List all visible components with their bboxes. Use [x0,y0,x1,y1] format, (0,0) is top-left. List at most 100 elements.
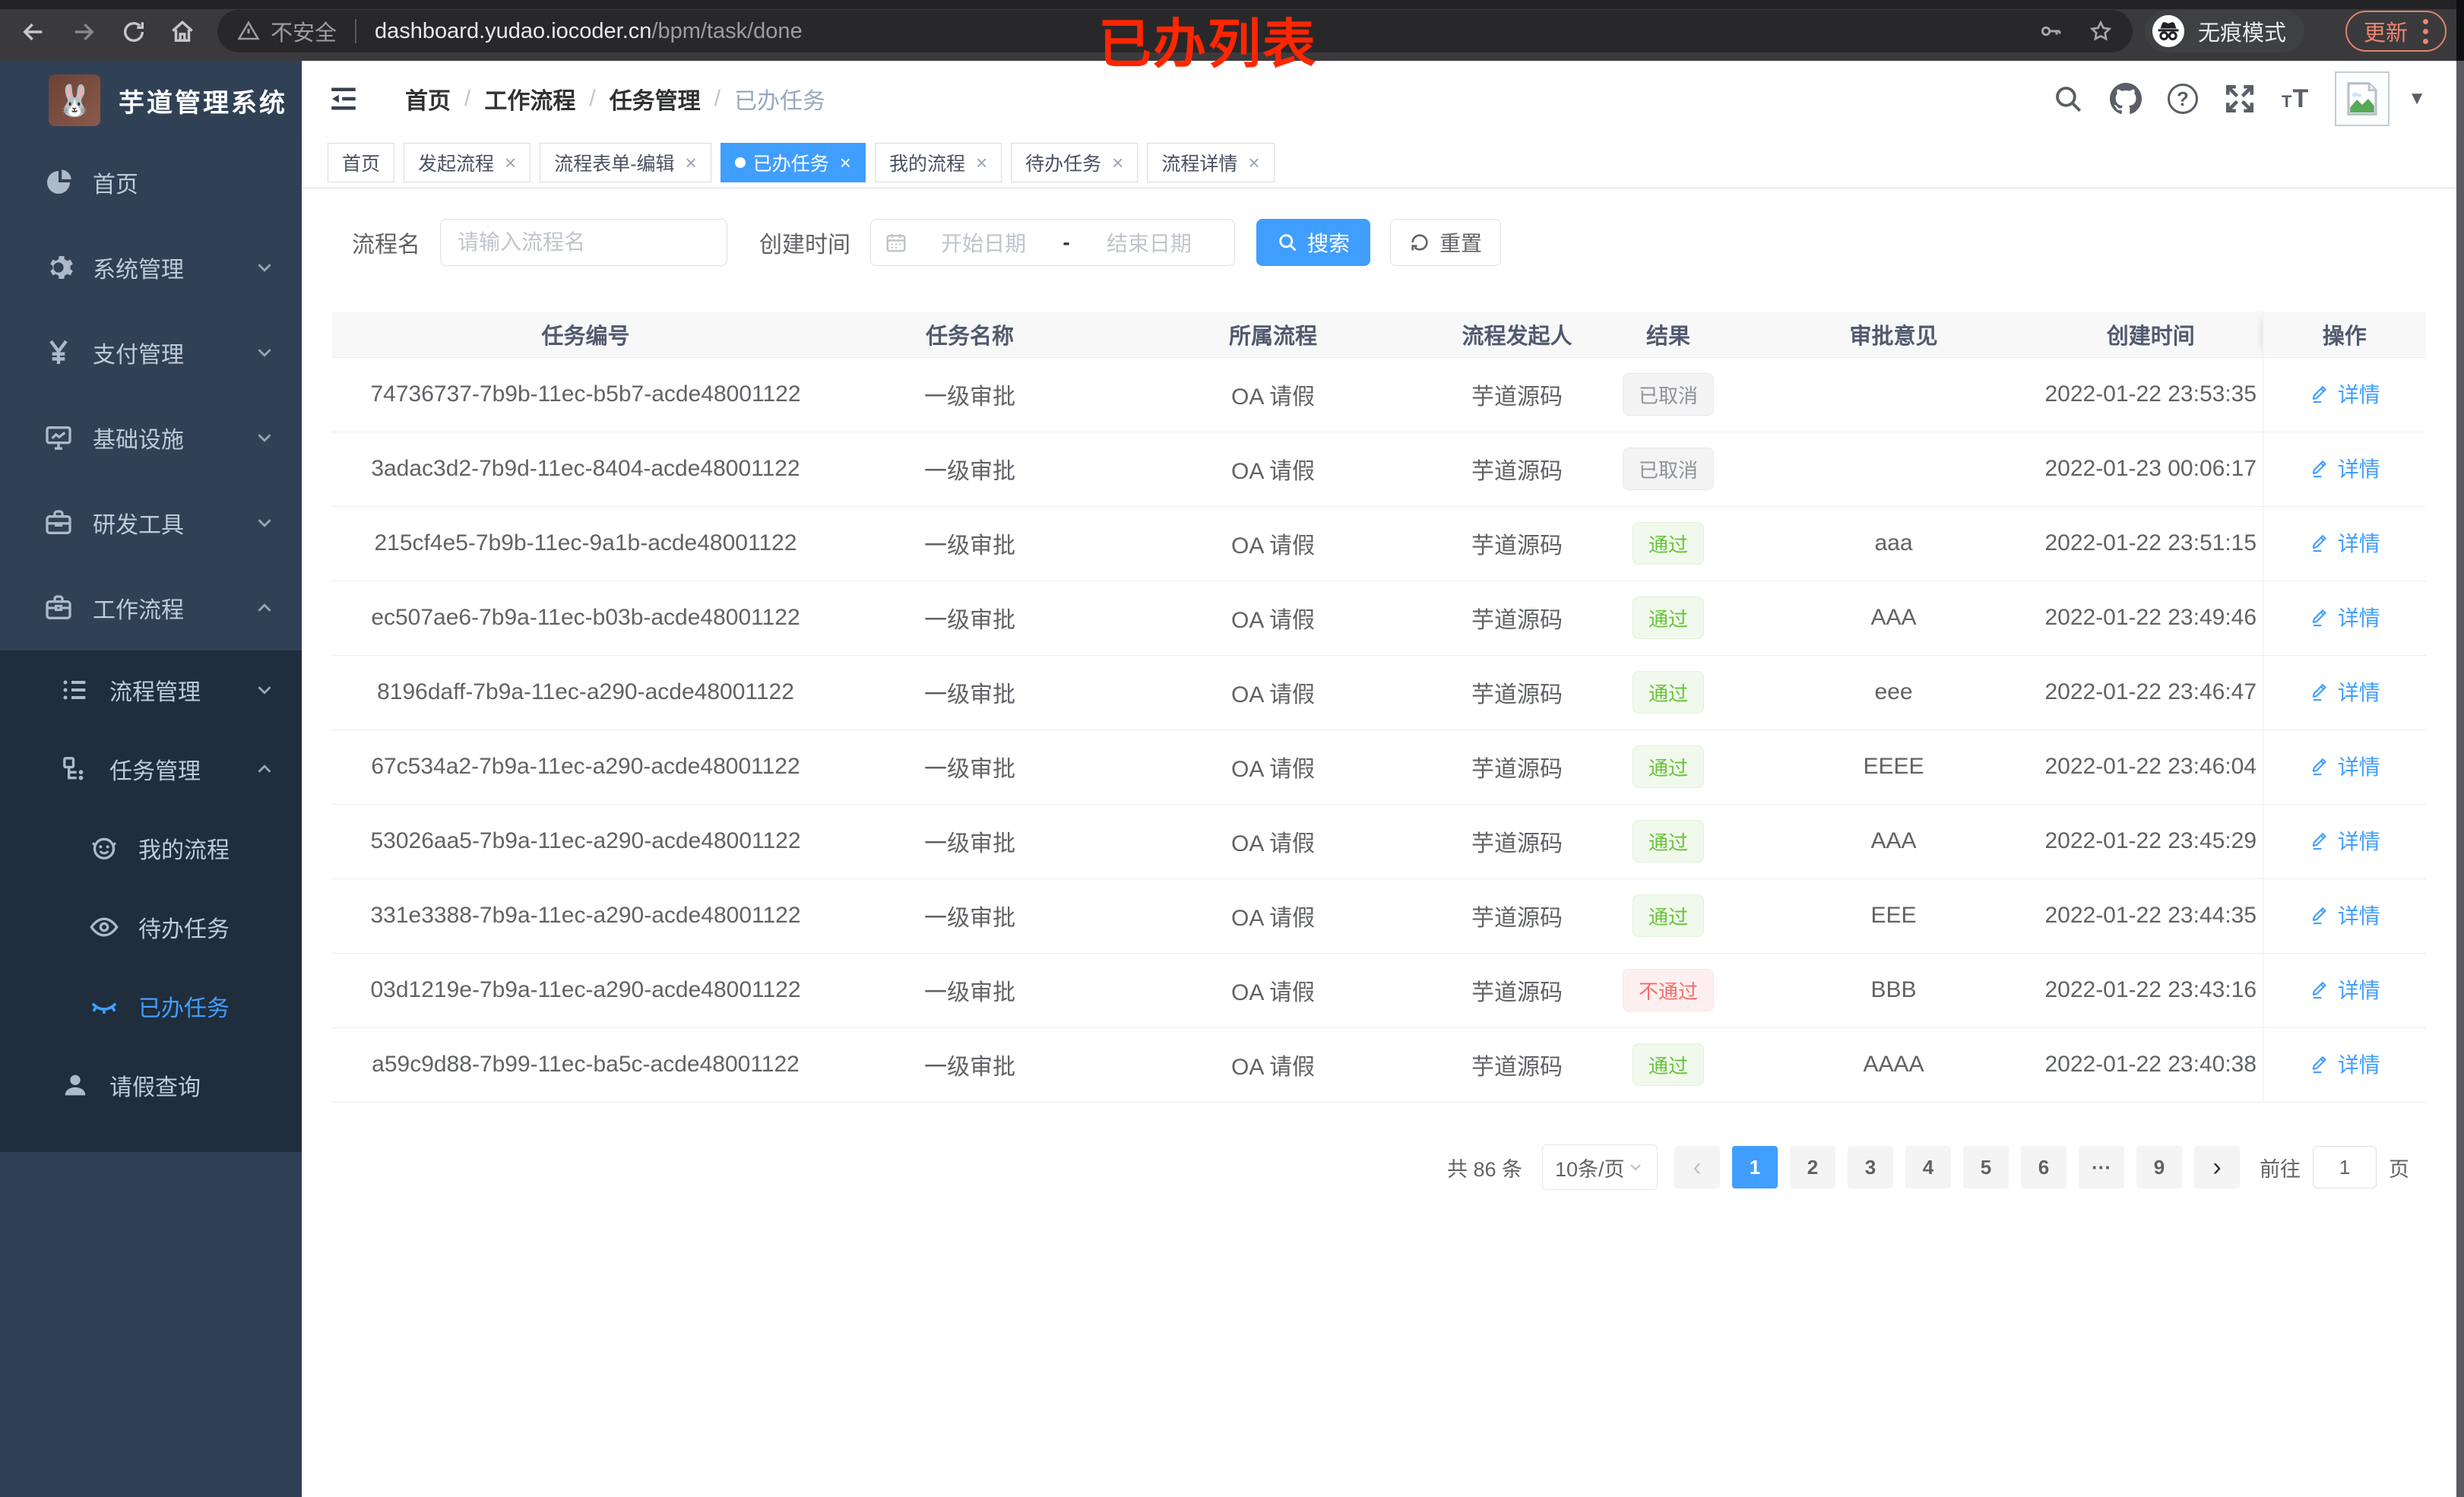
font-size-icon[interactable]: TT [2282,84,2310,113]
detail-link-label: 详情 [2337,830,2380,853]
page-button[interactable]: 1 [1732,1146,1778,1188]
chevron-down-icon[interactable]: ▼ [2408,88,2426,109]
page-button[interactable]: 4 [1905,1146,1951,1188]
security-label[interactable]: 不安全 [271,21,337,46]
breadcrumb-link[interactable]: 工作流程 [484,89,576,114]
help-icon[interactable]: ? [2168,84,2198,114]
tab-item[interactable]: 发起流程 × [404,142,531,182]
browser-back-icon[interactable] [18,17,49,47]
browser-reload-icon[interactable] [119,17,149,47]
tab-item[interactable]: 流程详情 × [1147,142,1275,182]
sidebar-item[interactable]: 系统管理 [0,225,302,310]
page-button[interactable]: 3 [1848,1146,1893,1188]
result-cell: 通过 [1588,804,1748,879]
tab-close-icon[interactable]: × [505,150,517,174]
search-icon[interactable] [2052,83,2084,115]
date-range-input[interactable]: 开始日期 - 结束日期 [870,219,1235,266]
bookmark-star-icon[interactable] [2089,19,2113,43]
pencil-icon [2309,904,2330,926]
table-row: 331e3388-7b9a-11ec-a290-acde48001122 一级审批… [332,878,2426,954]
task-id-cell: 67c534a2-7b9a-11ec-a290-acde48001122 [332,730,839,805]
end-date-placeholder[interactable]: 结束日期 [1106,232,1192,255]
tab-close-icon[interactable]: × [839,150,851,174]
page-button[interactable]: 6 [2021,1146,2067,1188]
tab-item[interactable]: 首页 [328,142,395,182]
search-button[interactable]: 搜索 [1256,219,1371,266]
toolbox-icon [41,593,76,623]
sidebar-item[interactable]: 我的流程 [0,809,302,888]
tab-close-icon[interactable]: × [1112,150,1124,174]
update-label[interactable]: 更新 [2364,21,2409,46]
sidebar-item[interactable]: 待办任务 [0,888,302,967]
detail-link[interactable]: 详情 [2309,900,2380,930]
avatar[interactable] [2335,71,2390,126]
browser-home-icon[interactable] [167,17,198,47]
detail-link[interactable]: 详情 [2309,1049,2380,1079]
detail-link-label: 详情 [2337,1053,2380,1077]
password-key-icon[interactable] [2038,19,2063,43]
process-name-input[interactable] [440,219,727,266]
tab-close-icon[interactable]: × [685,150,697,174]
detail-link[interactable]: 详情 [2309,527,2380,558]
sidebar-item[interactable]: 工作流程 [0,565,302,650]
tab-item[interactable]: 我的流程 × [874,142,1002,182]
sidebar-item[interactable]: 基础设施 [0,395,302,480]
reset-button[interactable]: 重置 [1390,219,1502,266]
detail-link[interactable]: 详情 [2309,676,2380,707]
detail-link[interactable]: 详情 [2309,453,2380,483]
detail-link[interactable]: 详情 [2309,378,2380,409]
column-header: 结果 [1588,312,1748,358]
sidebar-item[interactable]: 支付管理 [0,310,302,395]
detail-link[interactable]: 详情 [2309,751,2380,781]
task-id-cell: 8196daff-7b9a-11ec-a290-acde48001122 [332,655,839,730]
sidebar-item[interactable]: 请假查询 [0,1046,302,1125]
page-button[interactable]: 5 [1963,1146,2009,1188]
page-button[interactable]: 9 [2136,1146,2182,1188]
sidebar-item[interactable]: 首页 [0,140,302,225]
sidebar-item-label: 请假查询 [109,1075,201,1100]
action-cell: 详情 [2262,581,2426,656]
tab-active[interactable]: 已办任务 × [720,142,866,182]
browser-update-button[interactable]: 更新 [2345,11,2447,52]
table-row: ec507ae6-7b9a-11ec-b03b-acde48001122 一级审批… [332,581,2426,656]
sidebar-item[interactable]: 已办任务 [0,967,302,1046]
browser-menu-icon[interactable] [2423,18,2429,44]
action-cell: 详情 [2262,357,2426,432]
starter-cell: 芋道源码 [1446,432,1588,507]
breadcrumb-link[interactable]: 任务管理 [609,89,701,114]
task-name-cell: 一级审批 [839,432,1101,507]
robot-icon [87,833,122,863]
process-cell: OA 请假 [1101,953,1446,1028]
tab-label: 流程表单-编辑 [554,153,675,175]
tab-item[interactable]: 待办任务 × [1011,142,1139,182]
browser-forward-icon[interactable] [68,17,99,47]
page-size-select[interactable]: 10条/页 [1542,1144,1658,1190]
detail-link[interactable]: 详情 [2309,825,2380,856]
fullscreen-icon[interactable] [2224,83,2256,115]
page-button[interactable]: 2 [1790,1146,1835,1188]
sidebar-item[interactable]: 流程管理 [0,650,302,730]
start-date-placeholder[interactable]: 开始日期 [941,232,1027,255]
url-bar[interactable]: 不安全 dashboard.yudao.iocoder.cn/bpm/task/… [217,10,2133,52]
sidebar-item[interactable]: 研发工具 [0,480,302,565]
jump-page-input[interactable] [2313,1146,2377,1188]
detail-link[interactable]: 详情 [2309,602,2380,632]
pencil-icon [2309,681,2330,702]
sidebar-toggle-icon[interactable] [328,83,359,115]
task-id-cell: 53026aa5-7b9a-11ec-a290-acde48001122 [332,804,839,879]
breadcrumb-link[interactable]: 首页 [405,89,451,114]
result-badge: 通过 [1632,671,1704,714]
next-page-button[interactable]: › [2194,1146,2240,1188]
app-logo[interactable]: 🐰 芋道管理系统 [0,61,302,140]
detail-link[interactable]: 详情 [2309,974,2380,1005]
tab-close-icon[interactable]: × [975,150,988,174]
opinion-cell: AAA [1748,581,2039,656]
sidebar-item[interactable]: 任务管理 [0,730,302,809]
github-icon[interactable] [2110,83,2142,115]
prev-page-button[interactable]: ‹ [1674,1146,1720,1188]
tab-close-icon[interactable]: × [1248,150,1260,174]
pager-ellipsis[interactable]: ··· [2079,1146,2124,1188]
tab-item[interactable]: 流程表单-编辑 × [540,142,711,182]
starter-cell: 芋道源码 [1446,804,1588,879]
